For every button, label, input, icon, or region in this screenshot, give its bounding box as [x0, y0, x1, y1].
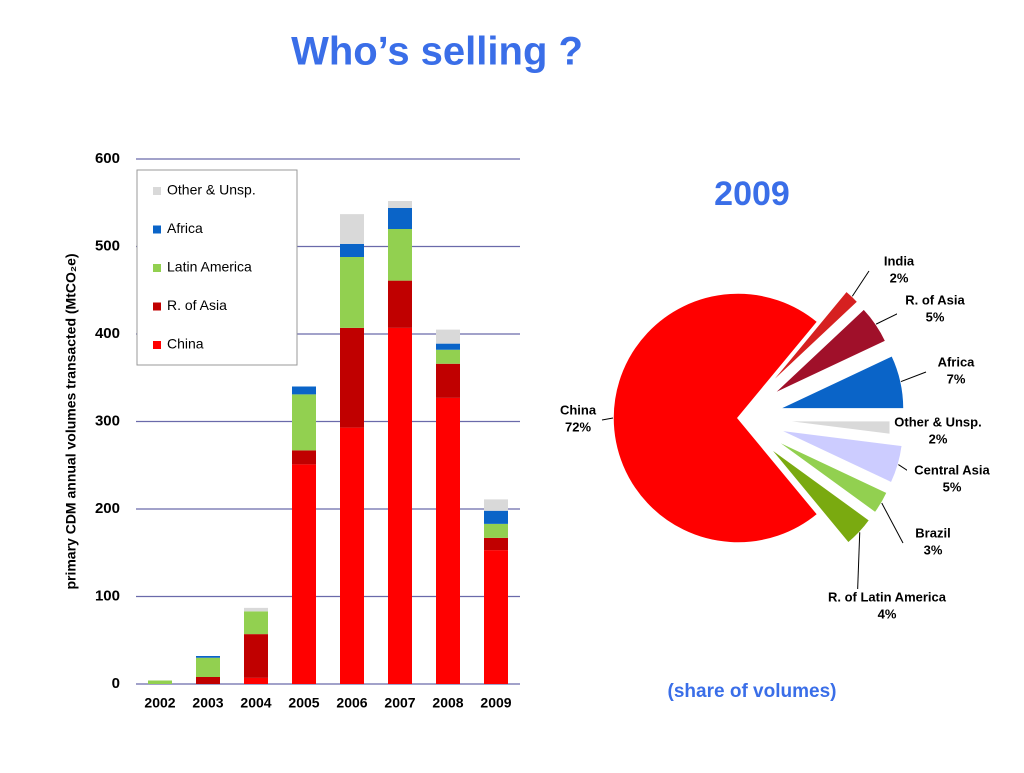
label-bg: [932, 354, 980, 388]
leader-line: [601, 417, 614, 421]
slice-label: China: [560, 402, 597, 417]
legend-label: China: [167, 336, 204, 352]
leader-line: [881, 502, 904, 544]
slice-value-label: 2%: [929, 431, 948, 446]
x-tick-label: 2007: [384, 695, 415, 711]
label-bg: [878, 253, 920, 287]
legend-swatch: [153, 341, 161, 349]
bar-segment: [292, 464, 316, 684]
bar-segment: [244, 611, 268, 635]
bar-segment: [340, 243, 364, 257]
legend-label: Africa: [167, 220, 203, 236]
bar-segment: [340, 214, 364, 244]
bar-segment: [244, 677, 268, 684]
y-tick-label: 100: [95, 587, 120, 604]
bar-segment: [244, 634, 268, 678]
legend-label: R. of Asia: [167, 297, 227, 313]
bar-segment: [436, 363, 460, 398]
slice-label: Brazil: [915, 525, 950, 540]
x-tick-label: 2002: [144, 695, 175, 711]
y-tick-label: 400: [95, 325, 120, 342]
slice-value-label: 5%: [926, 309, 945, 324]
bar-segment: [292, 450, 316, 465]
slice-label: India: [884, 253, 915, 268]
bar-segment: [196, 657, 220, 677]
x-tick-label: 2004: [240, 695, 271, 711]
label-bg: [907, 462, 997, 496]
slice-label: R. of Asia: [905, 292, 965, 307]
bar-segment: [436, 349, 460, 364]
legend-label: Latin America: [167, 259, 252, 275]
slice-value-label: 5%: [943, 479, 962, 494]
bar-segment: [484, 499, 508, 511]
y-tick-label: 0: [112, 675, 120, 692]
legend-swatch: [153, 225, 161, 234]
label-bg: [909, 525, 957, 559]
legend: China R. of Asia Latin America Africa Other …: [136, 169, 298, 366]
x-tick-label: 2009: [480, 695, 511, 711]
y-tick-label: 500: [95, 237, 120, 254]
bar-segment: [484, 537, 508, 551]
slice-label: Africa: [938, 354, 976, 369]
pie-slice: [772, 307, 887, 396]
slide-title: Who’s selling ?: [291, 30, 583, 74]
y-tick-label: 600: [95, 150, 120, 167]
slice-value-label: 4%: [878, 606, 897, 621]
bar-segment: [484, 510, 508, 524]
slice-label: Central Asia: [914, 462, 990, 477]
pie-slice: [612, 292, 819, 544]
y-tick-label: 300: [95, 412, 120, 429]
bar-segment: [292, 386, 316, 395]
bar-segment: [388, 280, 412, 328]
leader-line: [851, 270, 870, 297]
bar-segment: [484, 550, 508, 684]
pie-slice: [778, 428, 904, 484]
pie-title: 2009: [714, 175, 790, 213]
slice-label: Other & Unsp.: [894, 414, 981, 429]
bar-segment: [484, 523, 508, 538]
bar-segment: [436, 397, 460, 684]
label-bg: [557, 402, 599, 436]
legend-swatch: [153, 264, 161, 272]
bar-segment: [340, 257, 364, 328]
y-axis-label: primary CDM annual volumes transacted (M…: [63, 253, 79, 589]
slice-label: R. of Latin America: [828, 589, 947, 604]
bar-segment: [388, 208, 412, 229]
x-tick-label: 2003: [192, 695, 223, 711]
bar-segment: [436, 329, 460, 344]
label-bg: [817, 589, 957, 623]
bar-segment: [292, 394, 316, 451]
pie-subtitle: (share of volumes): [668, 681, 837, 702]
label-bg: [897, 292, 973, 326]
slice-value-label: 7%: [947, 371, 966, 386]
bar-segment: [436, 343, 460, 350]
bar-segment: [244, 607, 268, 612]
bar-segment: [388, 201, 412, 208]
bar-segment: [148, 680, 172, 684]
legend-swatch: [153, 187, 161, 195]
bar-segment: [196, 656, 220, 658]
legend-box: [136, 169, 298, 366]
x-tick-label: 2008: [432, 695, 463, 711]
x-tick-label: 2005: [288, 695, 319, 711]
legend-label: Other & Unsp.: [167, 182, 256, 198]
bar-segment: [196, 677, 220, 684]
leader-line: [900, 371, 927, 383]
slice-value-label: 2%: [890, 270, 909, 285]
pie-slice: [768, 446, 871, 545]
legend-swatch: [153, 302, 161, 311]
y-tick-label: 200: [95, 500, 120, 517]
label-bg: [889, 414, 987, 448]
slice-value-label: 72%: [565, 419, 591, 434]
bar-segment: [388, 327, 412, 684]
slice-value-label: 3%: [924, 542, 943, 557]
pie-slice: [766, 290, 859, 388]
bar-segment: [388, 229, 412, 281]
x-tick-label: 2006: [336, 695, 367, 711]
bar-segment: [340, 327, 364, 428]
bar-segment: [340, 427, 364, 684]
